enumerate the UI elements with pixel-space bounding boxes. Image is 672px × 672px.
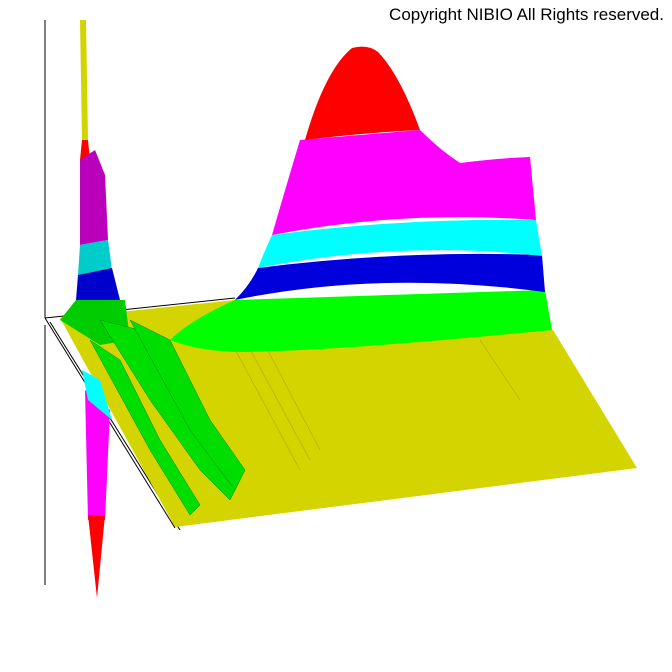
spike-cyan — [78, 240, 112, 275]
copyright: Copyright NIBIO All Rights reserved. — [389, 5, 664, 24]
dip-cyan — [82, 370, 112, 420]
band-blue — [235, 253, 545, 300]
floor-ridges — [229, 339, 521, 471]
front-ridges — [89, 319, 246, 516]
band-cyan — [258, 219, 542, 268]
dip-magenta — [85, 390, 110, 520]
spike-yellow — [80, 20, 88, 140]
axes — [44, 20, 236, 585]
x-axis — [44, 317, 176, 529]
band-green — [170, 290, 552, 352]
dip-red — [88, 515, 105, 598]
band-red — [305, 46, 420, 140]
spike-magenta — [80, 150, 108, 245]
spike-blue — [76, 268, 120, 300]
band-magenta — [272, 130, 536, 235]
